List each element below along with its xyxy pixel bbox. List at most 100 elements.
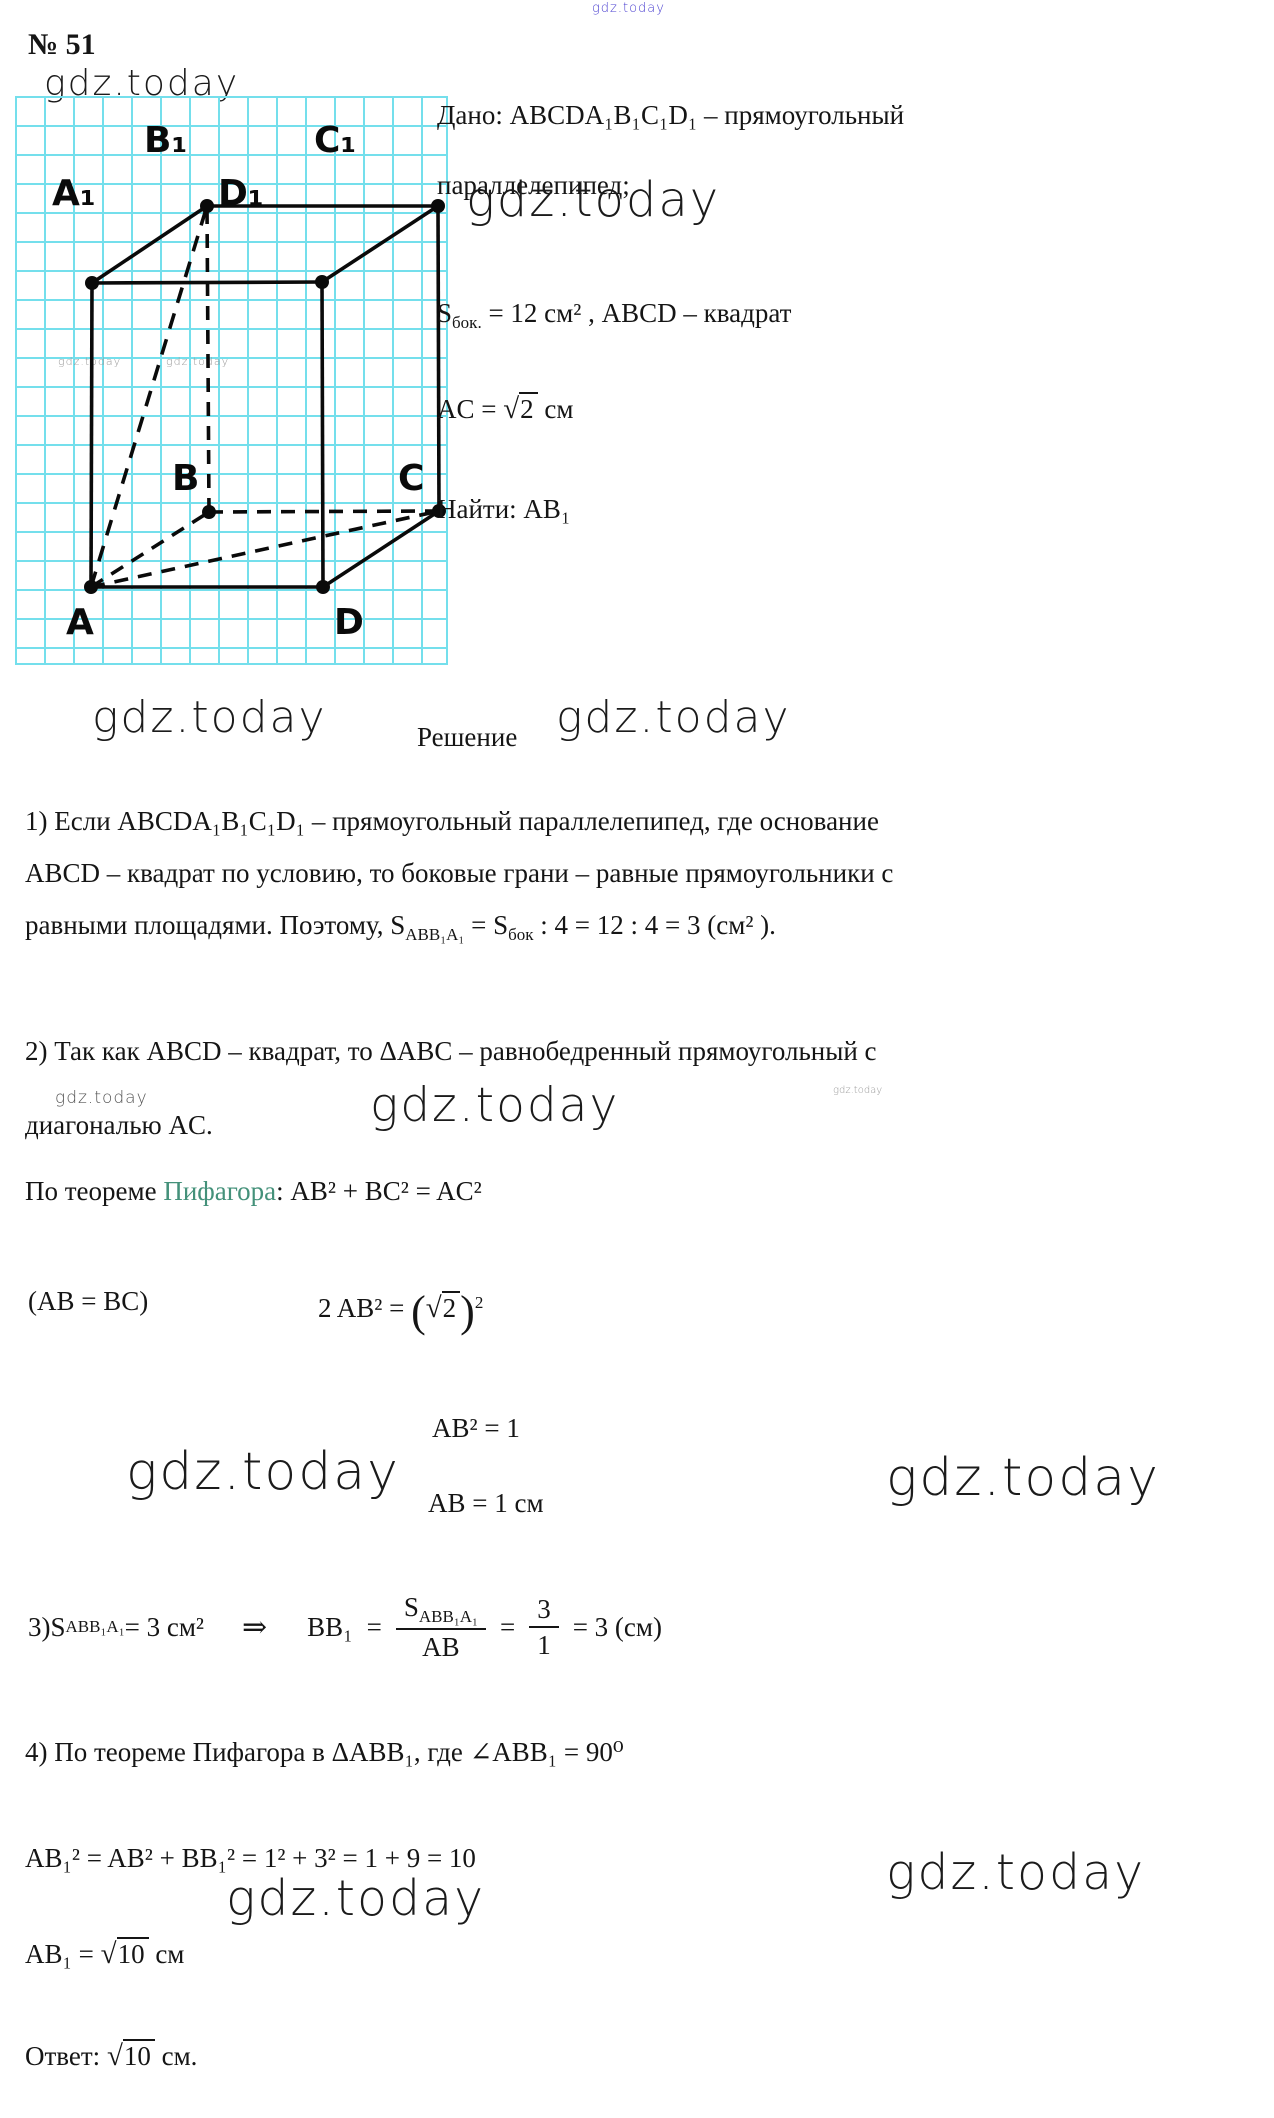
s-symbol: S <box>390 910 406 940</box>
label-C1: C₁ <box>314 120 356 161</box>
watermark: gdz.today <box>44 63 240 104</box>
parallelepiped-figure: A₁ B₁ C₁ D₁ A B C D <box>52 120 446 643</box>
step3-number: 3) <box>28 1611 51 1642</box>
step1-pre: равными площадями. Поэтому, <box>25 910 391 940</box>
equals: = <box>464 910 494 940</box>
pythag-formula: : AB² + BC² = AC² <box>276 1176 482 1206</box>
sqrt-sign: √ <box>106 2040 123 2072</box>
watermark-top: gdz.today <box>592 1 665 16</box>
solution-heading: Решение <box>417 722 518 752</box>
step1-line1: 1) Если ABCDA₁B₁C₁D₁ – прямоугольный пар… <box>25 806 879 836</box>
equals: = <box>366 1611 382 1642</box>
step2-line2: диагональю AC. <box>25 1110 213 1140</box>
label-A: A <box>66 602 94 643</box>
denominator: 1 <box>537 1630 551 1661</box>
watermark: gdz.today <box>92 692 327 743</box>
label-B: B <box>172 458 199 499</box>
equals: = 3 см² <box>124 1611 205 1642</box>
vertex-C <box>432 504 446 518</box>
s-symbol: S <box>493 910 509 940</box>
watermark: gdz.today <box>55 1088 148 1108</box>
vertex-D1 <box>315 275 329 289</box>
watermark: gdz.today <box>833 1085 883 1096</box>
given-ac-line: AC = √2 см <box>437 392 574 426</box>
s-subscript: бок. <box>452 313 482 332</box>
s-subscript: ABB₁A₁ <box>418 1607 478 1626</box>
left-paren: ( <box>411 1287 426 1336</box>
watermark: gdz.today <box>58 355 122 368</box>
vertex-B1 <box>200 199 214 213</box>
edge-DC <box>322 509 440 589</box>
superscript: 2 <box>474 1293 484 1312</box>
ab-eq-bc: (AB = BC) <box>28 1286 149 1316</box>
answer-line: Ответ: √10 см. <box>25 2039 198 2073</box>
s-symbol: S <box>437 298 453 328</box>
label-D1: D₁ <box>218 173 264 214</box>
equals: = <box>499 1611 516 1642</box>
answer-unit: см. <box>154 2041 198 2071</box>
ab1-squared-line: AB₁² = AB² + BB₁² = 1² + 3² = 1 + 9 = 10 <box>25 1843 476 1873</box>
radicand: 10 <box>122 2039 155 2071</box>
implies-arrow: ⇒ <box>242 1610 268 1644</box>
step1-tail: : 4 = 12 : 4 = 3 (см² ). <box>533 910 776 940</box>
diagonal-AC-dashed <box>90 509 440 589</box>
right-paren: ) <box>460 1287 475 1336</box>
problem-number: № 51 <box>28 28 96 61</box>
edge-DD1 <box>320 281 325 588</box>
radicand: 2 <box>519 392 538 424</box>
step2-line1: 2) Так как ABCD – квадрат, то ΔABC – рав… <box>25 1036 877 1066</box>
ab1-unit: см <box>148 1939 185 1969</box>
vertex-B <box>202 505 216 519</box>
edge-AA1 <box>89 282 94 588</box>
s-symbol: S <box>50 1611 66 1642</box>
pythagoras-line: По теореме Пифагора: AB² + BC² = AC² <box>25 1176 482 1207</box>
sqrt-sign: √ <box>503 393 520 425</box>
s-value: = 12 см² , ABCD – квадрат <box>481 298 792 328</box>
watermark: gdz.today <box>466 172 721 228</box>
diagram-grid <box>15 96 448 665</box>
label-D: D <box>334 602 364 643</box>
fraction-3-over-1: 3 1 <box>529 1594 559 1660</box>
label-A1: A₁ <box>52 173 96 214</box>
formula-pre: 2 AB² = <box>318 1293 412 1323</box>
s-subscript: бок <box>508 925 534 944</box>
ac-unit: см <box>537 394 574 424</box>
edge-BB1-dashed <box>205 205 211 513</box>
find-line: Найти: AB₁ <box>437 494 571 524</box>
pythagoras-word: Пифагора <box>163 1176 277 1206</box>
step1-line2: ABCD – квадрат по условию, то боковые гр… <box>25 858 894 888</box>
watermark: gdz.today <box>370 1078 620 1133</box>
watermark: gdz.today <box>226 1870 486 1927</box>
numerator: 3 <box>529 1594 559 1629</box>
edge-D1C1 <box>321 204 439 284</box>
sqrt-sign: √ <box>425 1292 442 1324</box>
label-C: C <box>398 458 424 499</box>
s-subscript: ABB₁A₁ <box>65 1617 125 1637</box>
step3-line: 3) S ABB₁A₁ = 3 см² ⇒ BB₁ = SABB₁A₁ AB = … <box>28 1592 662 1662</box>
pythag-pre: По теореме <box>25 1176 164 1206</box>
vertex-A1 <box>85 276 99 290</box>
watermark: gdz.today <box>166 355 230 368</box>
watermark: gdz.today <box>886 1844 1146 1901</box>
radicand: 10 <box>116 1937 149 1969</box>
step3-result: = 3 (см) <box>572 1611 662 1642</box>
s-subscript: ABB₁A₁ <box>405 925 465 944</box>
answer-label: Ответ: <box>25 2041 107 2071</box>
ab1-pre: AB₁ = <box>25 1939 101 1969</box>
diagonal-AB1-dashed <box>89 205 209 588</box>
vertex-D <box>316 580 330 594</box>
given-line-2: параллелепипед; <box>437 170 630 200</box>
watermark: gdz.today <box>126 1442 400 1502</box>
denominator: AB <box>422 1632 460 1663</box>
vertex-A <box>84 580 98 594</box>
ab-eq-1: AB = 1 см <box>428 1488 544 1518</box>
bb1-symbol: BB₁ <box>307 1611 353 1642</box>
edge-CC1 <box>436 205 441 512</box>
radicand: 2 <box>441 1291 461 1323</box>
step4-line: 4) По теореме Пифагора в ΔABB₁, где ∠ABB… <box>25 1737 624 1767</box>
sqrt-sign: √ <box>100 1938 117 1970</box>
ab-squared-eq-1: AB² = 1 <box>432 1413 520 1443</box>
watermark: gdz.today <box>886 1448 1160 1508</box>
label-B1: B₁ <box>144 120 187 161</box>
ab1-result-line: AB₁ = √10 см <box>25 1937 185 1971</box>
